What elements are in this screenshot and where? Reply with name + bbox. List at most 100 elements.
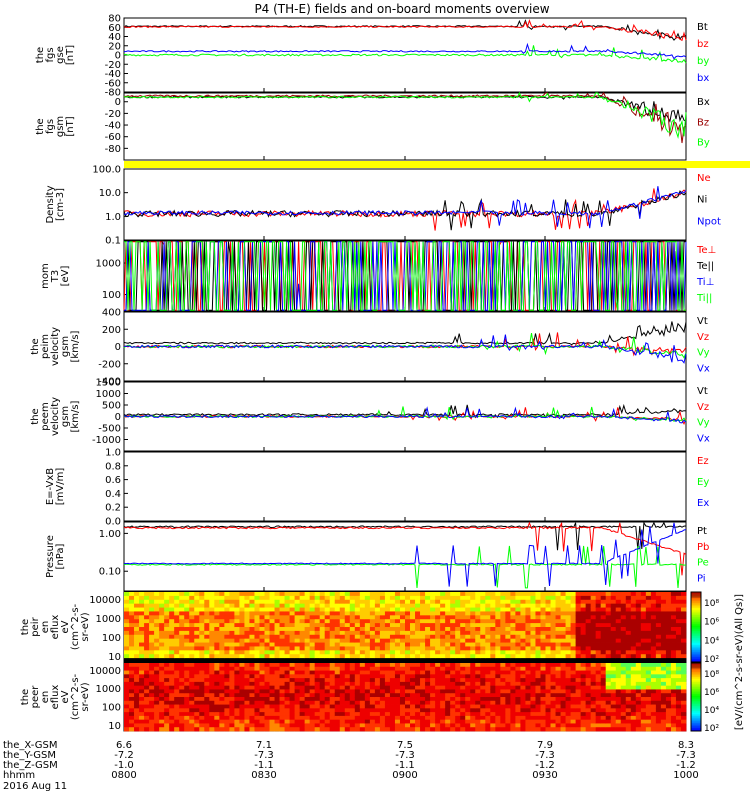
x-row-value: -7.3 — [676, 750, 696, 761]
spectrogram-cell — [635, 670, 642, 675]
spectrogram-cell — [224, 693, 230, 698]
spectrogram-cell — [209, 693, 215, 698]
spectrogram-cell — [334, 627, 341, 632]
series-bx — [123, 42, 687, 60]
spectrogram-cell — [675, 630, 682, 636]
spectrogram-cell — [264, 715, 270, 721]
spectrogram-cell — [415, 654, 421, 659]
spectrogram-cell — [319, 704, 326, 709]
spectrogram-cells — [124, 592, 687, 663]
mode-segment — [124, 161, 750, 168]
spectrogram-cell — [234, 650, 240, 655]
spectrogram-cell — [555, 712, 561, 717]
spectrogram-cell — [389, 638, 396, 643]
spectrogram-cell — [249, 592, 255, 597]
spectrogram-cell — [354, 727, 361, 732]
spectrogram-cell — [194, 723, 200, 728]
spectrogram-cell — [495, 708, 501, 713]
spectrogram-cell — [540, 708, 546, 713]
spectrogram-cell — [505, 697, 511, 702]
spectrogram-cell — [410, 670, 416, 675]
spectrogram-cell — [585, 603, 592, 608]
spectrogram-cell — [379, 603, 386, 608]
spectrogram-cell — [214, 611, 220, 616]
spectrogram-cell — [440, 642, 446, 647]
spectrogram-cell — [445, 663, 451, 668]
spectrogram-cell — [244, 670, 250, 675]
spectrogram-cell — [500, 700, 506, 705]
spectrogram-cell — [610, 615, 617, 620]
spectrogram-cell — [480, 700, 486, 705]
spectrogram-cell — [490, 615, 496, 620]
spectrogram-cell — [555, 723, 561, 728]
spectrogram-cell — [154, 693, 160, 698]
spectrogram-cell — [199, 634, 205, 640]
spectrogram-cell — [475, 678, 481, 683]
spectrogram-cell — [129, 646, 135, 651]
spectrogram-cell — [580, 663, 587, 668]
spectrogram-cell — [530, 654, 536, 659]
spectrogram-cell — [299, 719, 306, 724]
spectrogram-cell — [580, 704, 587, 709]
spectrogram-cell — [505, 674, 511, 679]
spectrogram-cell — [610, 638, 617, 643]
spectrogram-cell — [299, 615, 306, 620]
spectrogram-cell — [134, 663, 140, 668]
spectrogram-cell — [615, 654, 622, 659]
spectrogram-cell — [359, 663, 366, 668]
spectrogram-cell — [169, 658, 175, 663]
spectrogram-cell — [359, 674, 366, 679]
spectrogram-cell — [625, 592, 632, 597]
spectrogram-cell — [309, 619, 316, 624]
spectrogram-cell — [615, 689, 622, 694]
spectrogram-cell — [480, 627, 486, 632]
spectrogram-cell — [435, 685, 441, 690]
spectrogram-cell — [229, 681, 235, 687]
spectrogram-cell — [259, 634, 265, 640]
spectrogram-cell — [550, 623, 556, 628]
spectrogram-cell — [440, 592, 446, 597]
spectrogram-cell — [224, 700, 230, 705]
spectrogram-cell — [625, 670, 632, 675]
spectrogram-cell — [555, 719, 561, 724]
spectrogram-cell — [640, 611, 647, 616]
spectrogram-cell — [374, 670, 381, 675]
spectrogram-cell — [525, 615, 531, 620]
spectrogram-cell — [214, 727, 220, 732]
spectrogram-cell — [169, 599, 175, 605]
panel-frame — [123, 521, 687, 592]
spectrogram-cell — [495, 678, 501, 683]
spectrogram-cell — [364, 603, 371, 608]
colorbar-cell — [691, 602, 701, 605]
spectrogram-cell — [284, 689, 290, 694]
spectrogram-cell — [565, 623, 571, 628]
spectrogram-cell — [540, 693, 546, 698]
spectrogram-cell — [655, 704, 662, 709]
spectrogram-cell — [535, 670, 541, 675]
spectrogram-cell — [550, 615, 556, 620]
spectrogram-cell — [600, 592, 607, 597]
spectrogram-cell — [420, 642, 426, 647]
spectrogram-cell — [329, 627, 336, 632]
panel-frame — [123, 451, 687, 522]
spectrogram-cell — [239, 670, 245, 675]
spectrogram-cell — [309, 708, 316, 713]
y-tick-label: 1000 — [96, 259, 121, 270]
spectrogram-cell — [465, 693, 471, 698]
spectrogram-cell — [630, 634, 637, 640]
spectrogram-cell — [314, 693, 321, 698]
spectrogram-cell — [625, 666, 632, 671]
spectrogram-cell — [179, 670, 185, 675]
spectrogram-cell — [219, 658, 225, 663]
spectrogram-cell — [440, 654, 446, 659]
spectrogram-cell — [430, 592, 436, 597]
y-tick-label: -60 — [105, 132, 121, 143]
spectrogram-cell — [154, 607, 160, 612]
spectrogram-cell — [575, 630, 582, 636]
spectrogram-cell — [199, 642, 205, 647]
spectrogram-cell — [294, 697, 301, 702]
spectrogram-cell — [610, 723, 617, 728]
spectrogram-cell — [655, 723, 662, 728]
spectrogram-cell — [430, 715, 436, 721]
